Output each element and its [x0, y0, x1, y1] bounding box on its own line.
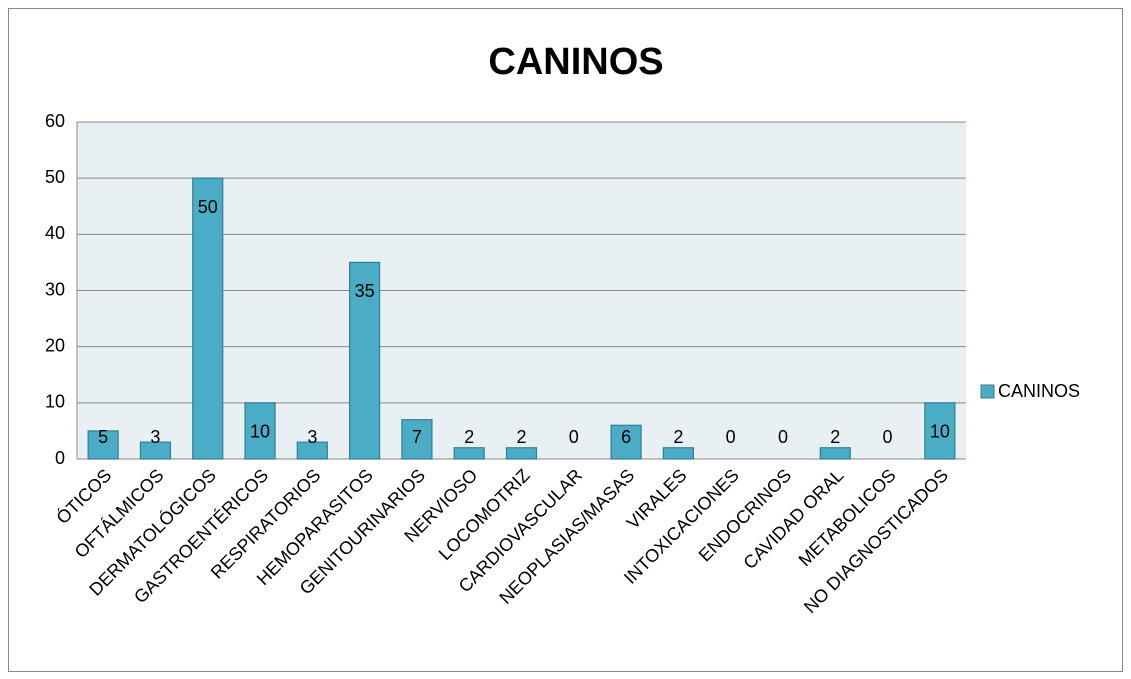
y-tick-label: 20	[45, 335, 65, 355]
bar	[87, 430, 119, 460]
bar	[662, 447, 694, 460]
data-label: 6	[621, 427, 631, 447]
legend-swatch	[980, 384, 995, 399]
data-label: 2	[830, 427, 840, 447]
legend-label: CANINOS	[998, 381, 1080, 401]
y-tick-label: 60	[45, 111, 65, 131]
bar	[244, 402, 276, 460]
bar	[819, 447, 851, 460]
bar	[192, 177, 224, 460]
data-label: 7	[412, 427, 422, 447]
chart-title: CANINOS	[488, 41, 663, 83]
bar	[296, 441, 328, 460]
data-label: 0	[778, 427, 788, 447]
data-label: 3	[150, 427, 160, 447]
y-tick-label: 10	[45, 392, 65, 412]
bar	[453, 447, 485, 460]
y-tick-label: 40	[45, 223, 65, 243]
data-label: 2	[673, 427, 683, 447]
data-label: 10	[250, 422, 270, 442]
data-label: 2	[516, 427, 526, 447]
data-label: 0	[726, 427, 736, 447]
bar	[505, 447, 538, 460]
data-label: 10	[930, 422, 950, 442]
y-tick-label: 0	[55, 448, 65, 468]
bar	[610, 424, 642, 460]
bar	[349, 261, 381, 460]
data-label: 3	[307, 427, 317, 447]
bar	[401, 419, 433, 460]
data-label: 0	[569, 427, 579, 447]
data-label: 35	[355, 281, 375, 301]
bar	[139, 441, 172, 460]
bar	[924, 402, 956, 460]
data-label: 0	[883, 427, 893, 447]
data-label: 2	[464, 427, 474, 447]
y-tick-label: 30	[45, 279, 65, 299]
y-tick-label: 50	[45, 167, 65, 187]
data-label: 5	[98, 427, 108, 447]
data-label: 50	[198, 197, 218, 217]
